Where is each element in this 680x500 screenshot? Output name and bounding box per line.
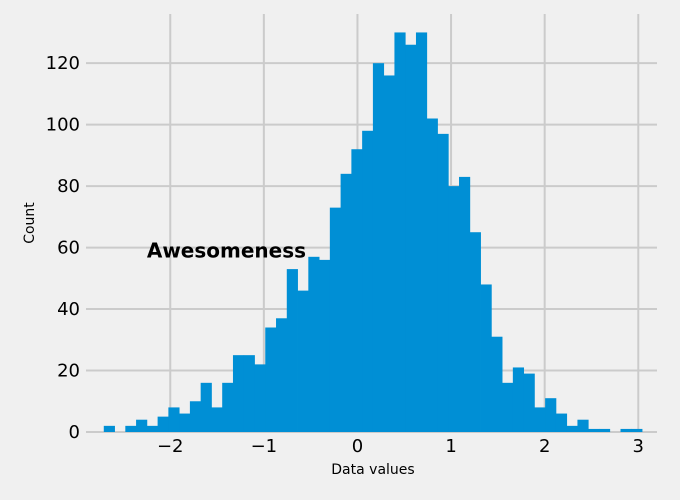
- histogram-bar: [254, 364, 266, 432]
- histogram-bar: [351, 149, 363, 432]
- histogram-bar: [469, 232, 481, 432]
- histogram-bar: [545, 398, 557, 432]
- histogram-bar: [276, 318, 288, 432]
- histogram-bar: [523, 373, 535, 432]
- histogram-bars: [103, 32, 643, 433]
- histogram-bar: [157, 416, 169, 432]
- histogram-bar: [265, 327, 277, 432]
- x-tick-label: 3: [633, 436, 644, 457]
- histogram-bar: [383, 75, 395, 433]
- histogram-bar: [286, 269, 298, 432]
- histogram-bar: [308, 256, 320, 432]
- histogram-bar: [189, 401, 202, 432]
- histogram-bar: [211, 407, 223, 432]
- x-tick-label: −1: [251, 436, 278, 457]
- histogram-bar: [125, 425, 137, 432]
- histogram-bar: [179, 413, 191, 432]
- histogram-bar: [168, 407, 180, 432]
- histogram-bar: [103, 425, 115, 432]
- histogram-bar: [534, 407, 546, 432]
- x-tick-labels: −2 −1 0 1 2 3: [157, 436, 644, 457]
- histogram-bar: [243, 355, 255, 432]
- y-axis-title: Count: [22, 202, 38, 244]
- y-tick-label: 120: [46, 53, 80, 74]
- histogram-bar: [480, 284, 492, 432]
- histogram-bar: [426, 118, 438, 432]
- histogram-bar: [319, 259, 331, 432]
- histogram-bar: [555, 413, 568, 432]
- histogram-bar: [631, 428, 643, 432]
- histogram-bar: [448, 186, 460, 432]
- histogram-bar: [297, 290, 309, 432]
- histogram-bar: [491, 336, 503, 432]
- y-tick-label: 80: [57, 176, 80, 197]
- histogram-bar: [232, 355, 245, 432]
- y-tick-label: 40: [57, 299, 80, 320]
- histogram-bar: [136, 419, 148, 432]
- x-tick-label: 2: [539, 436, 550, 457]
- histogram-bar: [340, 173, 352, 432]
- annotation-text: Awesomeness: [147, 239, 306, 263]
- histogram-bar: [512, 367, 525, 432]
- histogram-bar: [566, 425, 578, 432]
- histogram-bar: [362, 130, 374, 432]
- x-tick-label: 1: [445, 436, 456, 457]
- histogram-bar: [372, 63, 385, 432]
- y-tick-label: 100: [46, 115, 80, 136]
- histogram-bar: [459, 176, 471, 432]
- y-tick-label: 20: [57, 361, 80, 382]
- histogram-bar: [437, 133, 449, 432]
- y-tick-labels: 0 20 40 60 80 100 120: [46, 53, 80, 443]
- x-axis-title: Data values: [331, 462, 414, 478]
- histogram-bar: [222, 382, 234, 432]
- histogram-bar: [415, 32, 428, 433]
- histogram-bar: [405, 44, 417, 433]
- histogram-bar: [394, 32, 406, 433]
- histogram-bar: [502, 382, 514, 432]
- histogram-bar: [200, 382, 212, 432]
- y-tick-label: 0: [69, 422, 80, 443]
- histogram-bar: [620, 428, 632, 432]
- histogram-bar: [146, 425, 159, 432]
- x-tick-label: −2: [157, 436, 184, 457]
- histogram-bar: [588, 428, 600, 432]
- histogram-bar: [329, 207, 342, 432]
- x-tick-label: 0: [352, 436, 363, 457]
- histogram-bar: [598, 428, 611, 432]
- histogram-bar: [577, 419, 589, 432]
- y-tick-label: 60: [57, 238, 80, 259]
